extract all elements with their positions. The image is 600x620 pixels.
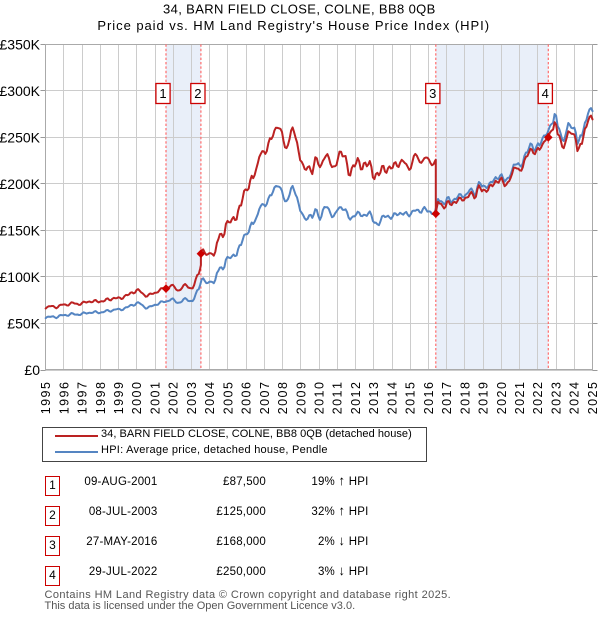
svg-text:2016: 2016 [422,382,436,414]
svg-text:£100K: £100K [0,269,41,285]
svg-text:2020: 2020 [495,382,509,414]
svg-text:2024: 2024 [568,382,582,414]
svg-text:2008: 2008 [276,382,290,414]
svg-text:2005: 2005 [221,382,235,414]
svg-text:2025: 2025 [586,382,600,414]
svg-text:1997: 1997 [76,382,90,414]
svg-text:£300K: £300K [0,83,41,99]
svg-text:1996: 1996 [57,382,71,414]
svg-text:1: 1 [159,86,166,101]
svg-text:2: 2 [194,86,201,101]
svg-text:2023: 2023 [549,382,563,414]
svg-text:£50K: £50K [7,316,40,332]
svg-text:£250K: £250K [0,130,41,146]
svg-text:1999: 1999 [112,382,126,414]
svg-text:2007: 2007 [258,382,272,414]
svg-text:2015: 2015 [404,382,418,414]
svg-text:1998: 1998 [94,382,108,414]
svg-text:2014: 2014 [385,382,399,414]
svg-text:2022: 2022 [531,382,545,414]
svg-text:3: 3 [429,86,436,101]
svg-text:2017: 2017 [440,382,454,414]
svg-text:34, BARN FIELD CLOSE, COLNE, B: 34, BARN FIELD CLOSE, COLNE, BB8 0QB [163,1,436,16]
svg-text:2011: 2011 [331,382,345,414]
svg-text:4: 4 [542,86,549,101]
svg-text:2006: 2006 [240,382,254,414]
svg-text:2009: 2009 [294,382,308,414]
svg-text:2010: 2010 [313,382,327,414]
svg-text:2002: 2002 [167,382,181,414]
svg-text:2000: 2000 [130,382,144,414]
svg-text:2003: 2003 [185,382,199,414]
svg-text:2001: 2001 [149,382,163,414]
svg-text:2013: 2013 [367,382,381,414]
svg-text:£0: £0 [24,362,40,378]
svg-text:Price paid vs. HM Land Registr: Price paid vs. HM Land Registry's House … [97,18,490,33]
svg-text:£200K: £200K [0,176,41,192]
svg-text:£150K: £150K [0,223,41,239]
svg-text:£350K: £350K [0,37,41,53]
svg-text:2019: 2019 [477,382,491,414]
svg-text:2012: 2012 [349,382,363,414]
svg-text:2018: 2018 [458,382,472,414]
svg-text:2004: 2004 [203,382,217,414]
svg-text:1995: 1995 [39,382,53,414]
svg-text:2021: 2021 [513,382,527,414]
